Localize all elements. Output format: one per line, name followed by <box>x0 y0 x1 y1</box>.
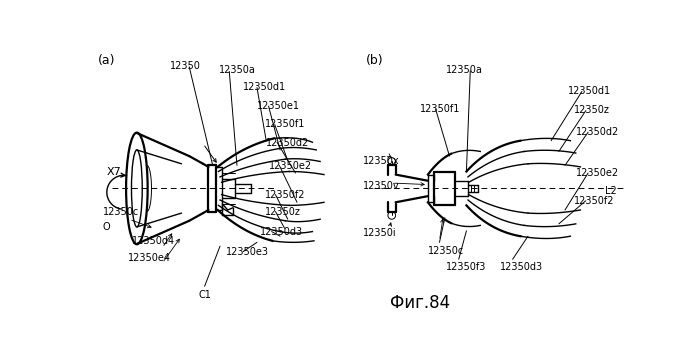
Text: 12350f2: 12350f2 <box>265 190 305 200</box>
Text: 12350e3: 12350e3 <box>226 247 269 257</box>
Text: O: O <box>103 222 110 232</box>
Text: (b): (b) <box>366 55 384 67</box>
Text: 12350e1: 12350e1 <box>257 101 300 111</box>
Text: 12350x: 12350x <box>363 156 400 166</box>
Text: 12350d1: 12350d1 <box>243 82 287 92</box>
Text: 12350a: 12350a <box>447 65 483 75</box>
Text: 12350e2: 12350e2 <box>576 169 619 178</box>
Text: 12350z: 12350z <box>574 105 610 115</box>
Text: 12350e4: 12350e4 <box>128 253 171 263</box>
Text: 12350d3: 12350d3 <box>500 262 543 272</box>
Text: Фиг.84: Фиг.84 <box>390 294 450 312</box>
Text: 12350f2: 12350f2 <box>574 196 614 206</box>
Text: 12350d2: 12350d2 <box>576 127 619 137</box>
Text: 12350i: 12350i <box>363 229 397 238</box>
Text: 12350: 12350 <box>170 61 201 71</box>
Text: 12350v: 12350v <box>363 181 400 191</box>
Text: C1: C1 <box>199 290 211 300</box>
Text: 12350d1: 12350d1 <box>568 86 611 96</box>
Text: 12350f1: 12350f1 <box>420 104 461 114</box>
Text: L2: L2 <box>605 186 617 196</box>
Text: 12350d3: 12350d3 <box>260 227 303 237</box>
Text: 12350f1: 12350f1 <box>265 119 305 129</box>
Text: 12350c: 12350c <box>103 207 139 217</box>
Text: 12350c: 12350c <box>428 246 464 256</box>
Text: 12350d2: 12350d2 <box>266 138 310 148</box>
Text: 12350d4: 12350d4 <box>131 236 175 246</box>
Text: X7: X7 <box>107 166 122 177</box>
Text: 12350f3: 12350f3 <box>447 262 487 272</box>
Text: 12350z: 12350z <box>265 207 301 217</box>
Text: 12350a: 12350a <box>219 65 255 75</box>
Text: 12350e2: 12350e2 <box>268 161 312 171</box>
Text: (a): (a) <box>99 55 116 67</box>
